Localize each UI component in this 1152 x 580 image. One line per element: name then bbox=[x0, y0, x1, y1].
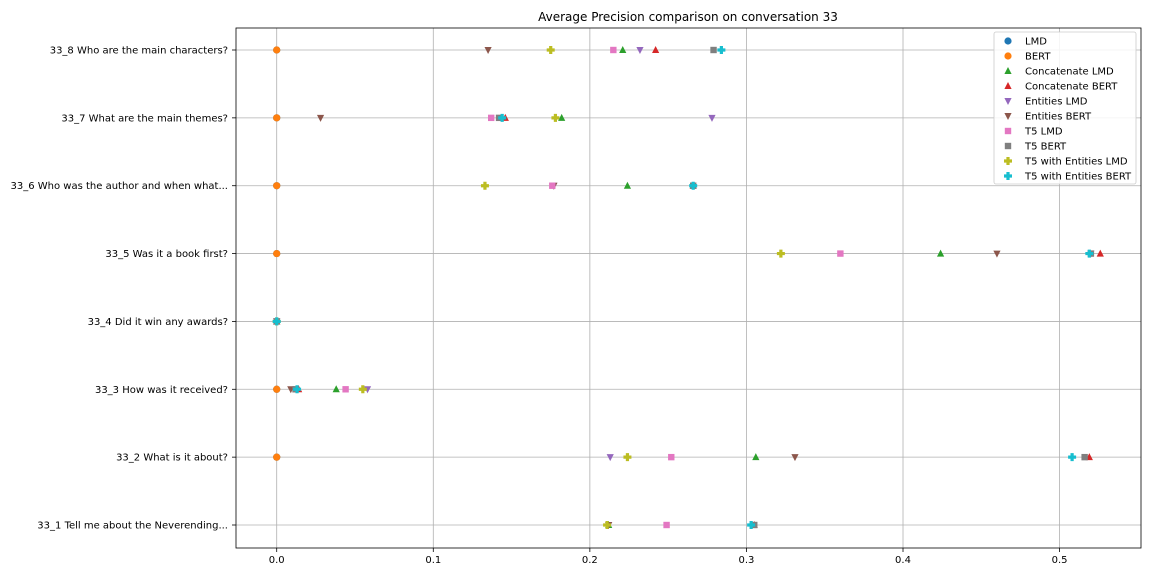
y-tick-label: 33_1 Tell me about the Neverending... bbox=[37, 521, 228, 532]
data-point bbox=[837, 250, 844, 257]
legend-marker bbox=[1004, 52, 1012, 60]
legend-box bbox=[993, 31, 1137, 185]
series-t5-with-entities-lmd bbox=[272, 46, 785, 529]
y-tick-label: 33_8 Who are the main characters? bbox=[50, 46, 228, 57]
legend-marker bbox=[1004, 142, 1012, 150]
legend-marker bbox=[1004, 37, 1012, 45]
legend-label: Concatenate LMD bbox=[1025, 67, 1114, 78]
legend-label: T5 with Entities LMD bbox=[1024, 157, 1128, 168]
data-point bbox=[1085, 249, 1094, 258]
data-point bbox=[551, 113, 560, 122]
data-point bbox=[610, 46, 617, 54]
legend-label: Entities LMD bbox=[1025, 97, 1088, 108]
data-point bbox=[993, 250, 1001, 258]
data-point bbox=[1068, 453, 1077, 462]
y-tick-label: 33_3 How was it received? bbox=[95, 385, 228, 396]
data-point bbox=[498, 113, 507, 122]
series-entities-lmd bbox=[273, 47, 1095, 529]
legend-marker bbox=[1004, 98, 1012, 105]
data-point bbox=[484, 47, 492, 54]
data-point bbox=[652, 46, 660, 53]
data-point bbox=[1096, 249, 1104, 257]
data-point bbox=[342, 386, 349, 393]
series-t5-with-entities-bert bbox=[272, 46, 1094, 529]
data-point bbox=[936, 249, 945, 257]
data-point bbox=[273, 182, 281, 190]
x-tick-label: 0.3 bbox=[738, 555, 754, 566]
data-point bbox=[273, 46, 281, 54]
series-entities-bert bbox=[273, 47, 1001, 529]
chart-title: Average Precision comparison on conversa… bbox=[538, 10, 838, 24]
legend-marker bbox=[1004, 82, 1012, 89]
y-tick-label: 33_7 What are the main themes? bbox=[61, 113, 228, 124]
data-points bbox=[272, 46, 1104, 529]
data-point bbox=[273, 385, 281, 393]
data-point bbox=[710, 46, 717, 54]
plot-frame bbox=[235, 27, 1142, 549]
data-point bbox=[663, 521, 670, 529]
x-tick-label: 0.4 bbox=[895, 555, 911, 566]
legend-marker bbox=[1004, 127, 1012, 135]
data-point bbox=[558, 113, 566, 121]
y-tick-label: 33_5 Was it a book first? bbox=[105, 249, 228, 260]
data-point bbox=[623, 453, 632, 462]
legend-label: LMD bbox=[1025, 37, 1047, 48]
x-tick-label: 0.2 bbox=[582, 555, 598, 566]
data-point bbox=[480, 181, 489, 190]
data-point bbox=[747, 521, 756, 529]
data-point bbox=[776, 249, 785, 258]
x-tick-label: 0.0 bbox=[269, 555, 285, 566]
data-point bbox=[358, 385, 367, 394]
data-point bbox=[603, 521, 612, 529]
legend-label: BERT bbox=[1025, 52, 1051, 63]
legend-marker bbox=[1004, 113, 1012, 120]
data-point bbox=[668, 453, 675, 461]
data-point bbox=[752, 453, 760, 461]
data-point bbox=[293, 385, 302, 394]
legend-marker bbox=[1004, 172, 1012, 180]
data-point bbox=[708, 114, 716, 122]
legend-marker bbox=[1004, 67, 1012, 74]
x-tick-label: 0.5 bbox=[1052, 555, 1068, 566]
data-point bbox=[488, 114, 495, 122]
data-point bbox=[636, 47, 644, 54]
y-tick-label: 33_4 Did it win any awards? bbox=[88, 317, 228, 328]
data-point bbox=[717, 46, 726, 54]
data-point bbox=[689, 181, 698, 190]
legend-label: T5 LMD bbox=[1024, 127, 1063, 138]
data-point bbox=[316, 114, 325, 122]
series-t5-bert bbox=[273, 46, 1095, 529]
data-point bbox=[546, 46, 555, 54]
legend-label: Entities BERT bbox=[1025, 112, 1092, 123]
data-point bbox=[273, 114, 281, 122]
legend-label: T5 with Entities BERT bbox=[1024, 172, 1132, 183]
y-tick-label: 33_6 Who was the author and when what... bbox=[11, 181, 229, 192]
legend: LMD BERT Concatenate LMD Concatenate BERT En… bbox=[993, 31, 1137, 185]
data-point bbox=[606, 454, 614, 462]
data-point bbox=[332, 385, 340, 393]
data-point bbox=[273, 249, 281, 258]
legend-label: Concatenate BERT bbox=[1025, 82, 1118, 93]
data-point bbox=[1081, 453, 1088, 461]
data-point bbox=[272, 317, 281, 326]
data-point bbox=[623, 181, 632, 189]
data-point bbox=[273, 453, 281, 461]
legend-label: T5 BERT bbox=[1024, 142, 1067, 153]
series-concatenate-bert bbox=[273, 46, 1104, 528]
y-tick-label: 33_2 What is it about? bbox=[116, 453, 228, 464]
data-point bbox=[549, 182, 556, 189]
x-tick-label: 0.1 bbox=[425, 555, 441, 566]
axes: 0.0 0.1 0.2 0.3 0.4 0.5 33_1 Tell me about the… bbox=[11, 27, 1142, 566]
data-point bbox=[619, 46, 627, 53]
legend-marker bbox=[1004, 157, 1012, 165]
data-point bbox=[791, 454, 799, 462]
